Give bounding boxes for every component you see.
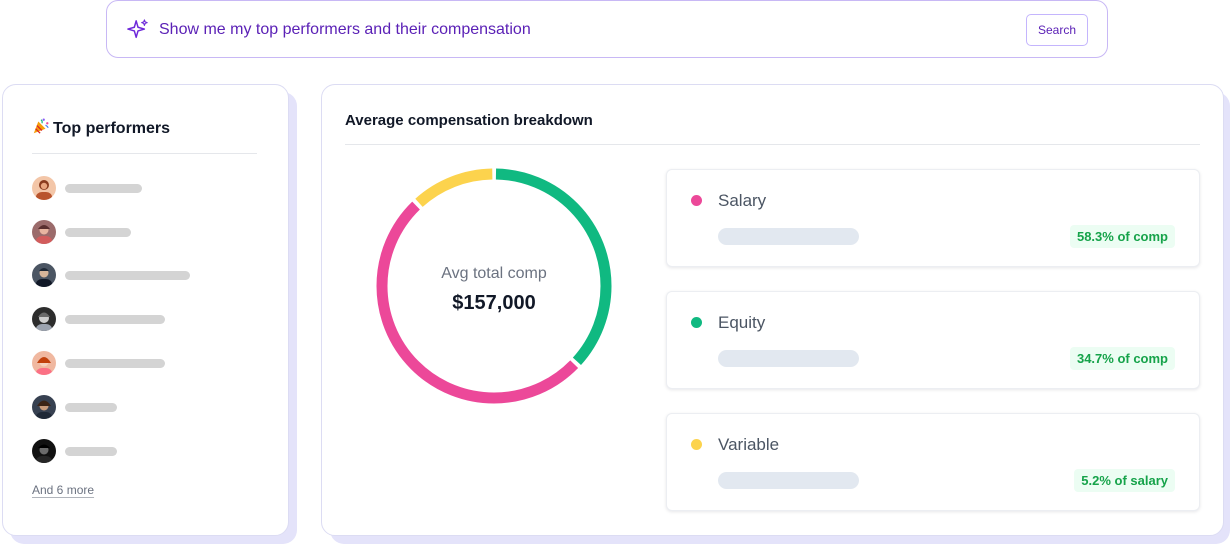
list-item[interactable] [32, 307, 262, 333]
donut-segment-equity [376, 168, 612, 404]
list-item[interactable] [32, 263, 262, 289]
donut-center-label: Avg total comp [441, 265, 547, 282]
salary-row[interactable]: Salary 58.3% of comp [666, 169, 1200, 267]
name-placeholder [65, 228, 131, 237]
salary-bar-placeholder [718, 228, 859, 245]
divider [345, 144, 1200, 145]
name-placeholder [65, 403, 117, 412]
avatar [32, 263, 56, 287]
salary-label: Salary [718, 191, 767, 210]
avatar [32, 439, 56, 463]
name-placeholder [65, 315, 165, 324]
salary-percentage-badge: 58.3% of comp [1069, 225, 1175, 248]
donut-center-value: $157,000 [452, 292, 536, 314]
search-button[interactable]: Search [1025, 14, 1088, 46]
equity-label: Equity [718, 313, 766, 332]
equity-color-dot [691, 317, 702, 328]
list-item[interactable] [32, 176, 262, 202]
variable-label: Variable [718, 435, 780, 454]
variable-bar-placeholder [718, 472, 859, 489]
equity-row[interactable]: Equity 34.7% of comp [666, 291, 1200, 389]
donut-segment-salary [376, 168, 612, 404]
divider [32, 153, 257, 154]
avatar [32, 176, 56, 200]
search-bar[interactable]: Show me my top performers and their comp… [106, 0, 1108, 58]
equity-bar-placeholder [718, 350, 859, 367]
list-item[interactable] [32, 220, 262, 246]
party-popper-icon [33, 118, 49, 134]
compensation-donut-chart [376, 168, 612, 404]
avatar [32, 351, 56, 375]
equity-percentage-badge: 34.7% of comp [1069, 347, 1175, 370]
top-performers-title-text: Top performers [53, 120, 171, 137]
avatar [32, 220, 56, 244]
avatar [32, 307, 56, 331]
avatar [32, 395, 56, 419]
name-placeholder [65, 271, 190, 280]
compensation-title: Average compensation breakdown [345, 112, 593, 129]
name-placeholder [65, 184, 142, 193]
variable-row[interactable]: Variable 5.2% of salary [666, 413, 1200, 511]
variable-percentage-badge: 5.2% of salary [1074, 469, 1175, 492]
list-item[interactable] [32, 351, 262, 377]
show-more-link[interactable]: And 6 more [32, 483, 95, 497]
name-placeholder [65, 447, 117, 456]
name-placeholder [65, 359, 165, 368]
list-item[interactable] [32, 439, 262, 465]
top-performers-card: Top performers [2, 84, 289, 536]
list-item[interactable] [32, 395, 262, 421]
salary-color-dot [691, 195, 702, 206]
search-input[interactable]: Show me my top performers and their comp… [159, 21, 531, 38]
compensation-card: Average compensation breakdown Avg total… [321, 84, 1224, 536]
variable-color-dot [691, 439, 702, 450]
top-performers-title: Top performers [32, 117, 170, 138]
sparkle-icon [127, 19, 148, 39]
